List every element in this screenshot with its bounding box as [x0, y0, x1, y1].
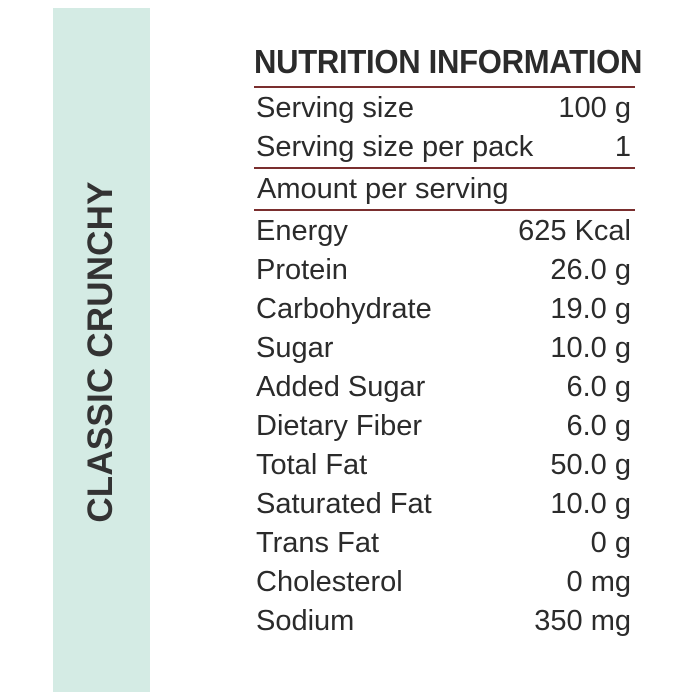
nutrient-label: Saturated Fat: [256, 488, 432, 520]
nutrient-row: Dietary Fiber 6.0 g: [254, 407, 635, 446]
nutrient-label: Dietary Fiber: [256, 410, 422, 442]
serving-label: Serving size: [256, 92, 414, 124]
amount-divider: [254, 209, 635, 211]
nutrient-label: Sodium: [256, 605, 355, 637]
nutrient-value: 0 g: [590, 527, 631, 559]
nutrient-value: 10.0 g: [550, 488, 631, 520]
nutrient-list: Energy 625 Kcal Protein 26.0 g Carbohydr…: [254, 211, 635, 641]
nutrient-row: Sugar 10.0 g: [254, 329, 635, 368]
nutrient-row: Cholesterol 0 mg: [254, 563, 635, 602]
nutrient-label: Carbohydrate: [256, 293, 432, 325]
nutrient-value: 10.0 g: [550, 332, 631, 364]
nutrient-value: 19.0 g: [550, 293, 631, 325]
side-band: [53, 8, 150, 692]
nutrient-row: Saturated Fat 10.0 g: [254, 485, 635, 524]
nutrient-label: Protein: [256, 254, 348, 286]
serving-value: 1: [614, 131, 631, 163]
serving-divider: [254, 167, 635, 169]
serving-row: Serving size 100 g: [254, 89, 635, 128]
nutrient-value: 26.0 g: [550, 254, 631, 286]
nutrient-value: 6.0 g: [566, 371, 632, 403]
nutrition-panel: NUTRITION INFORMATION Serving size 100 g…: [254, 42, 643, 641]
product-variant-label: CLASSIC CRUNCHY: [81, 181, 120, 523]
nutrient-label: Added Sugar: [256, 371, 426, 403]
amount-per-serving-heading: Amount per serving: [257, 173, 509, 205]
nutrient-row: Energy 625 Kcal: [254, 212, 635, 251]
nutrient-label: Cholesterol: [256, 566, 403, 598]
serving-label: Serving size per pack: [256, 131, 534, 163]
nutrient-label: Trans Fat: [256, 527, 380, 559]
nutrient-value: 625 Kcal: [518, 215, 631, 247]
nutrient-value: 6.0 g: [566, 410, 632, 442]
panel-title: NUTRITION INFORMATION: [254, 43, 643, 80]
nutrient-label: Total Fat: [256, 449, 368, 481]
nutrient-label: Sugar: [256, 332, 334, 364]
nutrient-row: Protein 26.0 g: [254, 251, 635, 290]
nutrient-value: 50.0 g: [550, 449, 631, 481]
nutrient-value: 350 mg: [534, 605, 631, 637]
serving-row: Serving size per pack 1: [254, 128, 635, 167]
nutrient-row: Trans Fat 0 g: [254, 524, 635, 563]
nutrient-value: 0 mg: [566, 566, 631, 598]
nutrient-row: Added Sugar 6.0 g: [254, 368, 635, 407]
serving-value: 100 g: [558, 92, 631, 124]
nutrient-row: Sodium 350 mg: [254, 602, 635, 641]
nutrient-row: Carbohydrate 19.0 g: [254, 290, 635, 329]
title-divider: [254, 86, 635, 88]
serving-block: Serving size 100 g Serving size per pack…: [254, 88, 635, 167]
nutrient-label: Energy: [256, 215, 348, 247]
nutrient-row: Total Fat 50.0 g: [254, 446, 635, 485]
